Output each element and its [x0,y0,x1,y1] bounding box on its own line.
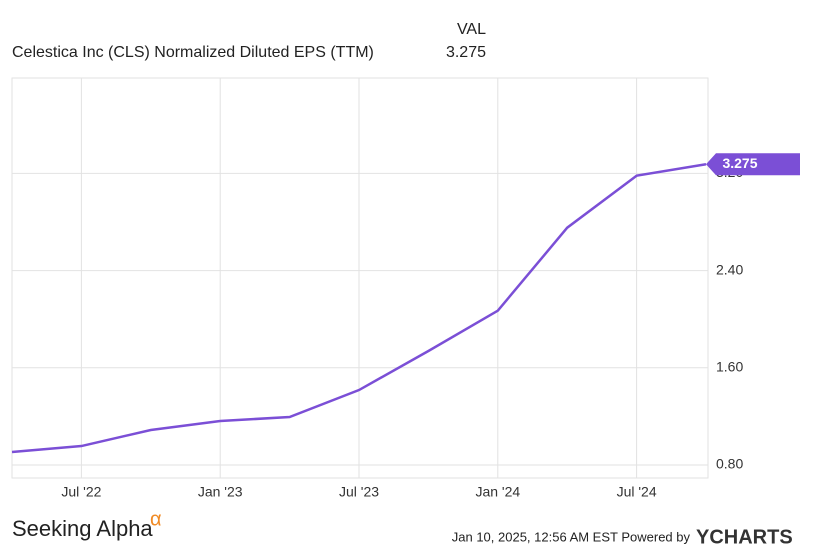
x-tick-label: Jul '24 [617,484,657,500]
x-tick-label: Jan '23 [198,484,243,500]
y-tick-label: 0.80 [716,456,743,472]
x-tick-label: Jul '23 [339,484,379,500]
y-tick-label: 2.40 [716,261,743,277]
brand: Seeking Alpha [12,516,153,541]
footer: Jan 10, 2025, 12:56 AM EST Powered by [452,529,691,544]
brand-mark: α [150,508,162,530]
line [11,163,707,454]
x-tick-label: Jul '22 [61,484,101,500]
x-tick-label: Jan '24 [475,484,520,500]
value-tag [706,153,800,176]
value-tag-label: 3.275 [722,155,757,171]
current-value: 3.275 [446,44,486,61]
value-header: VAL [457,21,486,38]
plot-frame [11,77,709,479]
source: YCHARTS [696,526,793,548]
y-tick-label: 1.60 [716,358,743,374]
chart-title: Celestica Inc (CLS) Normalized Diluted E… [12,44,374,61]
